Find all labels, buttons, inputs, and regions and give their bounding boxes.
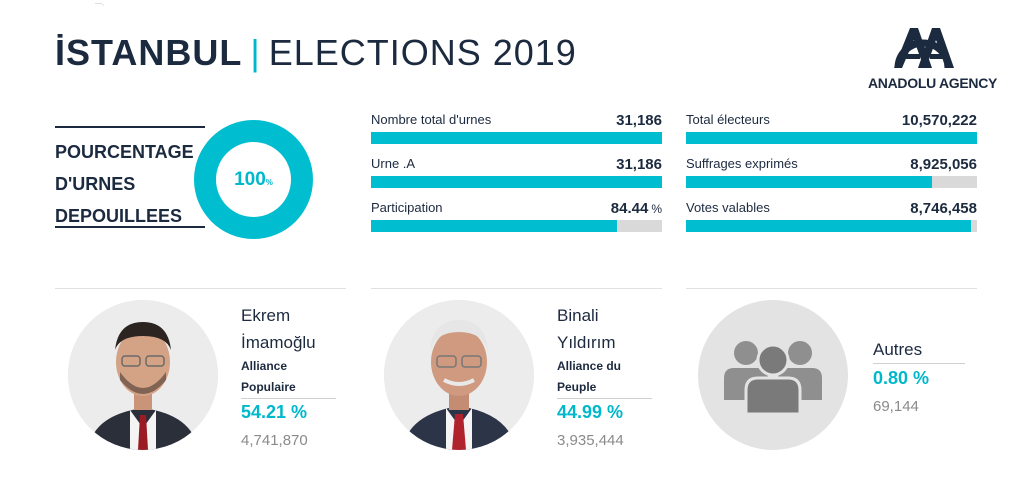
stat-bar-fill bbox=[686, 132, 977, 144]
others-photo bbox=[698, 300, 848, 450]
person-portrait-icon bbox=[384, 300, 534, 450]
candidate-2-party-line-2: Peuple bbox=[557, 380, 597, 394]
stat-bar bbox=[371, 220, 662, 232]
stat-bar-fill bbox=[371, 220, 617, 232]
divider bbox=[686, 288, 977, 289]
counted-donut: 100% bbox=[194, 120, 313, 239]
stat-number: 8,925,056 bbox=[910, 156, 977, 173]
candidate-2-votes: 3,935,444 bbox=[557, 432, 624, 449]
stat-label: Votes valables bbox=[686, 200, 770, 215]
candidate-1-photo bbox=[68, 300, 218, 450]
counted-value: 100 bbox=[234, 169, 266, 190]
stat-bar bbox=[371, 132, 662, 144]
candidate-1-percent: 54.21 % bbox=[241, 402, 308, 422]
stat-bar-fill bbox=[371, 132, 662, 144]
stat-number: 10,570,222 bbox=[901, 112, 977, 129]
stat-total-ballot-boxes: Nombre total d'urnes 31,186 bbox=[371, 112, 662, 152]
stat-number: 8,746,458 bbox=[910, 200, 977, 217]
candidate-2-rule bbox=[557, 398, 652, 399]
counted-label-line-1: POURCENTAGE bbox=[55, 142, 194, 162]
candidate-1-first-name: Ekrem bbox=[241, 306, 291, 325]
title-city: İSTANBUL bbox=[55, 32, 243, 73]
stat-label: Nombre total d'urnes bbox=[371, 112, 492, 127]
candidate-1-party-line-2: Populaire bbox=[241, 380, 296, 394]
stat-bar bbox=[686, 132, 977, 144]
person-portrait-icon bbox=[68, 300, 218, 450]
stat-participation: Participation 84.44% bbox=[371, 200, 662, 240]
counted-label-block: POURCENTAGE D'URNES DEPOUILLEES bbox=[55, 126, 205, 228]
stat-bar bbox=[686, 176, 977, 188]
candidate-2-photo bbox=[384, 300, 534, 450]
corner-mark: —, bbox=[95, 0, 104, 7]
counted-unit: % bbox=[265, 178, 273, 187]
stat-valid-votes: Votes valables 8,746,458 bbox=[686, 200, 977, 240]
title-subtitle: ELECTIONS 2019 bbox=[268, 32, 577, 73]
stat-value: 31,186 bbox=[616, 156, 662, 173]
divider bbox=[371, 288, 662, 289]
logo-text: ANADOLU AGENCY bbox=[868, 75, 998, 91]
page-title: İSTANBUL | ELECTIONS 2019 bbox=[55, 32, 577, 74]
candidate-1-name: Ekrem İmamoğlu bbox=[241, 302, 316, 356]
stat-value: 84.44% bbox=[611, 200, 662, 217]
others-votes: 69,144 bbox=[873, 398, 919, 415]
stat-label: Urne .A bbox=[371, 156, 416, 171]
stat-value: 10,570,222 bbox=[902, 112, 977, 129]
stat-bar bbox=[686, 220, 977, 232]
aa-logo-icon bbox=[894, 28, 954, 69]
stat-label: Participation bbox=[371, 200, 443, 215]
stat-votes-cast: Suffrages exprimés 8,925,056 bbox=[686, 156, 977, 196]
title-separator: | bbox=[250, 32, 261, 73]
counted-label: POURCENTAGE D'URNES DEPOUILLEES bbox=[55, 136, 205, 232]
candidate-2-party: Alliance du Peuple bbox=[557, 356, 621, 398]
candidate-1-party-line-1: Alliance bbox=[241, 359, 288, 373]
candidate-1-votes: 4,741,870 bbox=[241, 432, 308, 449]
candidate-2-percent: 44.99 % bbox=[557, 402, 624, 422]
candidate-2-last-name: Yıldırım bbox=[557, 333, 616, 352]
stat-total-voters: Total électeurs 10,570,222 bbox=[686, 112, 977, 152]
stat-number: 31,186 bbox=[616, 156, 662, 173]
stat-bar-fill bbox=[371, 176, 662, 188]
stat-number: 84.44 bbox=[610, 200, 649, 217]
counted-label-line-2: D'URNES bbox=[55, 174, 136, 194]
divider bbox=[55, 288, 346, 289]
stat-bar-fill bbox=[686, 176, 932, 188]
group-icon bbox=[724, 341, 822, 416]
others-name: Autres bbox=[873, 340, 923, 359]
others-percent: 0.80 % bbox=[873, 368, 930, 388]
candidate-2-party-line-1: Alliance du bbox=[557, 359, 622, 373]
stat-bar-fill bbox=[686, 220, 972, 232]
stat-label: Suffrages exprimés bbox=[686, 156, 798, 171]
candidate-1-rule bbox=[241, 398, 336, 399]
stat-number: 31,186 bbox=[616, 112, 662, 129]
candidate-2-first-name: Binali bbox=[557, 306, 599, 325]
stat-bar bbox=[371, 176, 662, 188]
candidate-2-name: Binali Yıldırım bbox=[557, 302, 616, 356]
others-rule bbox=[873, 363, 965, 364]
stat-value: 8,925,056 bbox=[910, 156, 977, 173]
stat-unit: % bbox=[651, 202, 662, 216]
counted-label-line-3: DEPOUILLEES bbox=[55, 206, 183, 226]
anadolu-agency-logo: ANADOLU AGENCY bbox=[868, 14, 998, 94]
counted-donut-center: 100% bbox=[216, 142, 291, 217]
candidate-1-party: Alliance Populaire bbox=[241, 356, 296, 398]
stat-label: Total électeurs bbox=[686, 112, 770, 127]
stat-value: 8,746,458 bbox=[910, 200, 977, 217]
stat-value: 31,186 bbox=[616, 112, 662, 129]
stat-ballot-boxes-a: Urne .A 31,186 bbox=[371, 156, 662, 196]
candidate-1-last-name: İmamoğlu bbox=[241, 333, 316, 352]
